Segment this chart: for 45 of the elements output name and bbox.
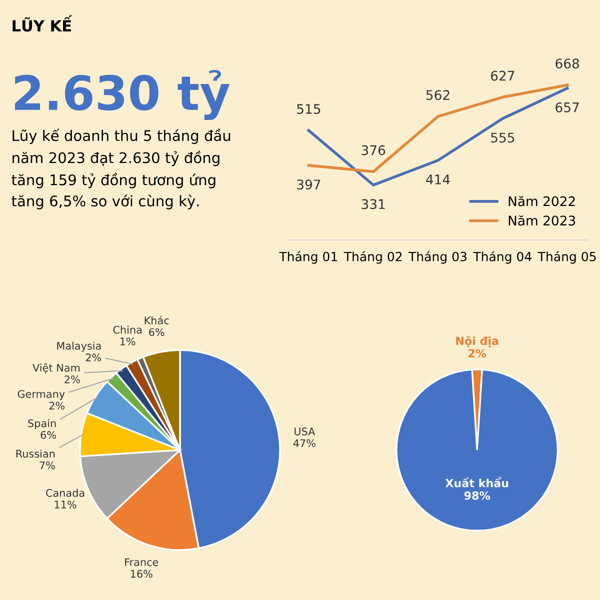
data-label: 515: [297, 104, 320, 114]
data-label: 6%: [149, 328, 164, 336]
legend-label: Năm 2022: [508, 196, 575, 206]
data-label: 1%: [120, 338, 136, 346]
data-label: 2%: [49, 402, 65, 410]
slice-label: Spain: [28, 419, 56, 430]
data-label: 414: [426, 174, 450, 184]
text: LŨY KẾ: [12, 15, 72, 32]
x-tick-label: Tháng 05: [538, 251, 596, 264]
data-label: 98%: [464, 491, 490, 500]
slice-label: Khác: [144, 316, 169, 324]
data-label: 47%: [293, 439, 316, 448]
slice-label: Canada: [46, 488, 84, 497]
text: Lũy kế doanh thu 5 tháng đầu năm 2023 đạt 2.630 tỷ đồng tăng 159 tỷ đồng tương ứng tăng 6,5% so với cùng kỳ.: [12, 128, 230, 210]
data-label: 668: [556, 58, 579, 69]
slice-label: Russian: [16, 450, 55, 458]
data-label: 376: [362, 145, 386, 156]
text: 2.630 tỷ: [15, 70, 230, 120]
slice-label: Germany: [18, 390, 65, 400]
data-label: 2%: [468, 349, 486, 358]
slice-label: Xuất khẩu: [445, 477, 508, 488]
data-label: 16%: [130, 570, 152, 578]
pie-slice: [396, 368, 559, 532]
data-label: 627: [490, 70, 514, 81]
data-label: 2%: [86, 354, 102, 362]
data-label: 331: [362, 199, 385, 210]
data-label: 562: [426, 90, 450, 100]
data-label: 657: [556, 102, 579, 112]
slice-label: USA: [294, 428, 316, 436]
slice-label: Nội địa: [456, 336, 498, 348]
data-label: 7%: [40, 461, 55, 470]
x-tick-label: Tháng 02: [344, 251, 402, 264]
data-label: 6%: [40, 430, 56, 439]
x-tick-label: Tháng 04: [473, 251, 532, 264]
data-label: 11%: [54, 500, 76, 508]
slice-label: France: [125, 558, 158, 566]
slice-label: China: [113, 326, 142, 334]
legend-label: Năm 2023: [508, 215, 576, 226]
data-label: 2%: [64, 375, 80, 384]
slice-label: Malaysia: [57, 342, 101, 352]
x-tick-label: Tháng 01: [279, 251, 338, 264]
slice-label: Việt Nam: [32, 363, 80, 374]
data-label: 397: [297, 180, 320, 190]
x-tick-label: Tháng 03: [408, 251, 466, 264]
data-label: 555: [491, 132, 514, 143]
